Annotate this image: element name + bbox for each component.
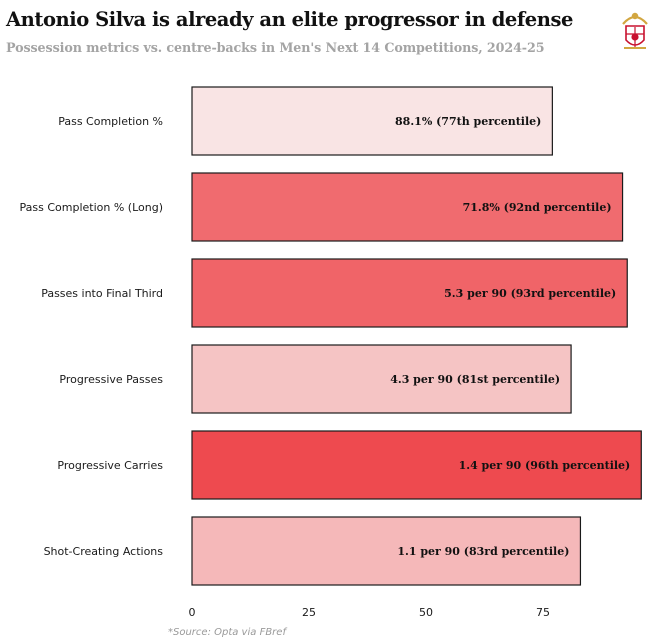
data-label: 88.1% (77th percentile) [395, 115, 541, 128]
benfica-crest-icon [622, 12, 648, 49]
bar [191, 344, 572, 414]
data-label: 1.4 per 90 (96th percentile) [459, 459, 631, 472]
category-label: Passes into Final Third [41, 287, 163, 300]
chart-subtitle: Possession metrics vs. centre-backs in M… [6, 40, 545, 55]
category-label: Progressive Passes [59, 373, 163, 386]
bar [191, 86, 553, 156]
category-label: Shot-Creating Actions [44, 545, 164, 558]
chart-title: Antonio Silva is already an elite progre… [6, 8, 573, 31]
bar [191, 172, 624, 242]
source-note: *Source: Opta via FBref [168, 627, 286, 638]
data-label: 5.3 per 90 (93rd percentile) [444, 287, 616, 300]
x-tick-label: 75 [536, 606, 550, 619]
category-label: Pass Completion % [58, 115, 163, 128]
data-label: 1.1 per 90 (83rd percentile) [397, 545, 569, 558]
data-label: 71.8% (92nd percentile) [463, 201, 612, 214]
category-label: Progressive Carries [57, 459, 163, 472]
bar [191, 258, 628, 328]
bar [191, 516, 582, 586]
category-label: Pass Completion % (Long) [20, 201, 164, 214]
x-tick-label: 50 [419, 606, 433, 619]
bar [191, 430, 642, 500]
x-tick-label: 25 [302, 606, 316, 619]
x-tick-label: 0 [189, 606, 196, 619]
data-label: 4.3 per 90 (81st percentile) [390, 373, 560, 386]
